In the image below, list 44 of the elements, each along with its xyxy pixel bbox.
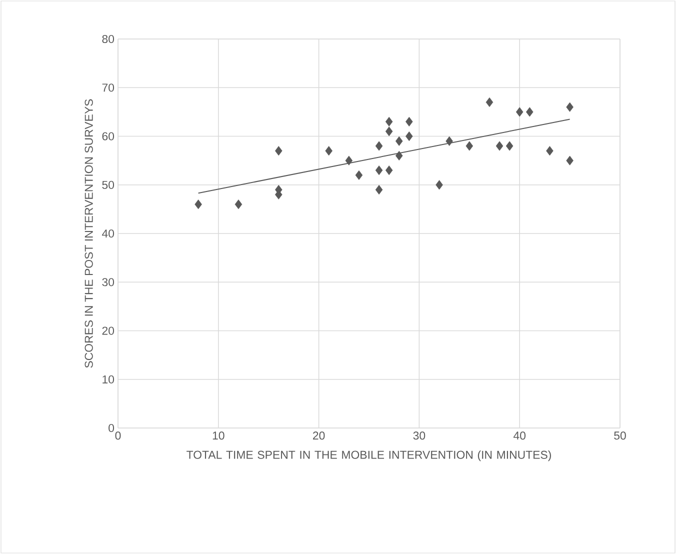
point: [385, 116, 393, 126]
point: [566, 156, 574, 166]
point: [516, 107, 524, 117]
point: [486, 97, 494, 107]
point: [385, 126, 393, 136]
point: [395, 136, 403, 146]
x-tick-label: 30: [413, 432, 426, 440]
point: [466, 141, 474, 151]
point: [526, 107, 534, 117]
point: [496, 141, 504, 151]
point: [375, 141, 383, 151]
point: [395, 150, 403, 160]
point: [566, 102, 574, 112]
y-tick-label: 70: [102, 84, 114, 92]
point: [385, 166, 393, 176]
point: [375, 166, 383, 176]
y-tick-label: 40: [102, 229, 114, 238]
y-tick-label: 20: [102, 326, 114, 335]
point: [275, 146, 282, 156]
y-tick-label: 80: [102, 34, 114, 44]
point: [234, 200, 242, 210]
x-axis-title: TOTAL TIME SPENT IN THE MOBILE INTERVENTION (IN MINUTES): [186, 450, 551, 462]
y-tick-label: 50: [102, 180, 114, 189]
x-tick-label: 0: [115, 432, 121, 440]
point: [436, 180, 443, 190]
x-tick-label: 40: [513, 432, 526, 440]
point: [406, 131, 413, 142]
point: [406, 116, 413, 126]
y-tick-label: 30: [102, 278, 114, 286]
point: [345, 156, 353, 166]
point: [375, 184, 383, 195]
point: [446, 136, 453, 146]
point: [355, 170, 363, 180]
y-tick-label: 60: [102, 132, 114, 140]
point: [325, 146, 332, 156]
x-tick-label: 20: [313, 432, 325, 440]
y-axis-title: SCORES IN THE POST INTERVENTION SURVEYS: [84, 99, 93, 368]
point: [506, 141, 514, 151]
x-tick-label: 10: [212, 432, 224, 440]
y-tick-label: 0: [108, 424, 114, 432]
point: [546, 146, 554, 156]
point: [194, 200, 202, 210]
x-tick-label: 50: [614, 432, 626, 440]
y-tick-label: 10: [102, 375, 114, 384]
